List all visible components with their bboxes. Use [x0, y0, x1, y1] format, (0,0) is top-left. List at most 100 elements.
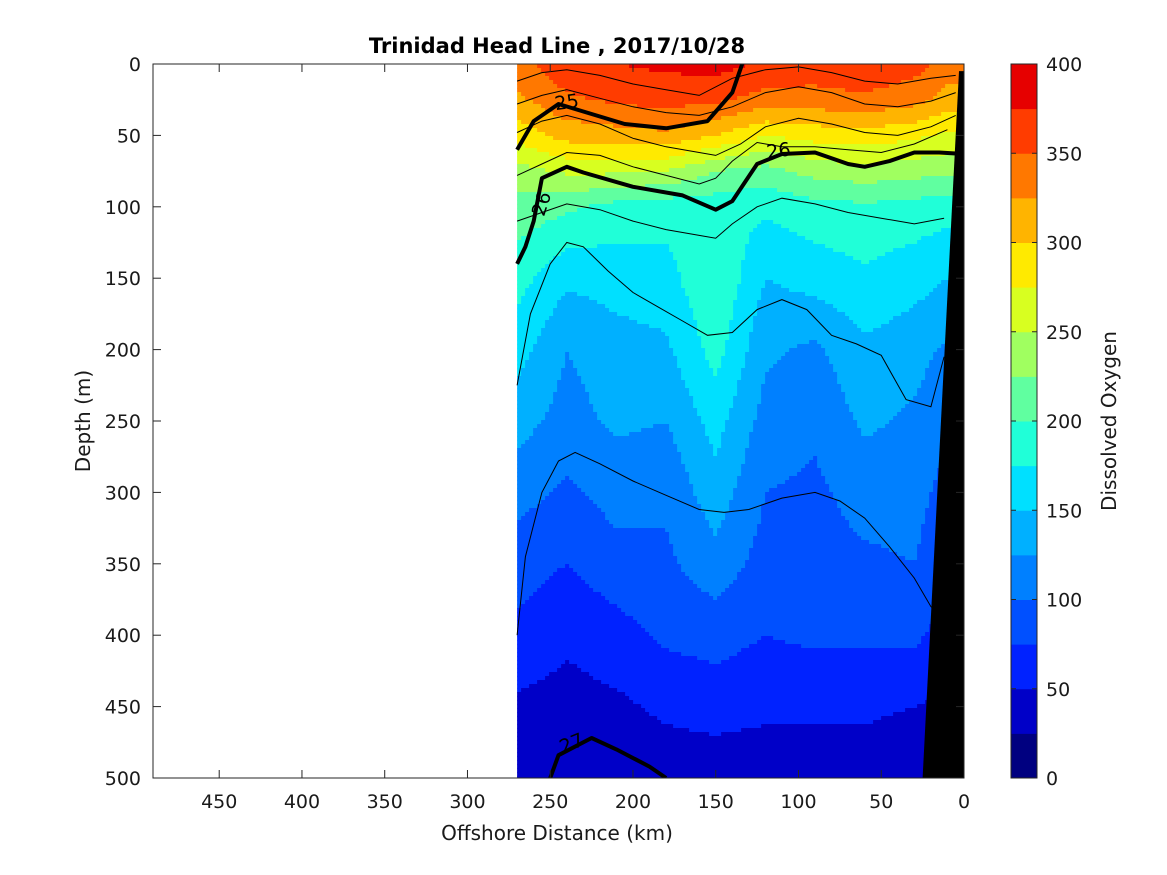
oxygen-cell	[941, 124, 946, 129]
oxygen-cell	[837, 84, 842, 89]
oxygen-cell	[941, 92, 946, 97]
oxygen-cell	[585, 204, 590, 209]
oxygen-cell	[937, 136, 942, 141]
oxygen-cell	[937, 228, 942, 233]
oxygen-cell	[677, 196, 682, 201]
oxygen-cell	[713, 72, 718, 77]
oxygen-cell	[893, 192, 898, 197]
oxygen-cell	[617, 88, 622, 93]
oxygen-cell	[937, 88, 942, 93]
oxygen-cell	[905, 216, 910, 221]
oxygen-cell	[621, 200, 626, 205]
oxygen-cell	[733, 108, 738, 113]
oxygen-cell	[805, 112, 810, 117]
oxygen-cell	[813, 164, 818, 169]
oxygen-cell	[597, 180, 602, 185]
oxygen-cell	[701, 152, 706, 157]
oxygen-cell	[749, 76, 754, 81]
oxygen-cell	[649, 168, 654, 173]
oxygen-cell	[925, 168, 930, 173]
oxygen-cell	[949, 128, 954, 133]
oxygen-cell	[705, 224, 710, 229]
oxygen-cell	[857, 224, 862, 229]
oxygen-cell	[941, 120, 946, 125]
oxygen-cell	[525, 216, 530, 221]
oxygen-cell	[869, 64, 874, 69]
oxygen-cell	[625, 160, 630, 165]
oxygen-cell	[609, 156, 614, 161]
oxygen-cell	[881, 116, 886, 121]
oxygen-cell	[621, 144, 626, 149]
oxygen-cell	[629, 224, 634, 229]
oxygen-cell	[893, 80, 898, 85]
oxygen-cell	[873, 208, 878, 213]
oxygen-cell	[937, 104, 942, 109]
oxygen-cell	[945, 200, 950, 205]
oxygen-cell	[749, 212, 754, 217]
oxygen-cell	[673, 180, 678, 185]
oxygen-cell	[729, 148, 734, 153]
oxygen-cell	[837, 80, 842, 85]
oxygen-cell	[545, 152, 550, 157]
oxygen-cell	[873, 128, 878, 133]
oxygen-cell	[841, 80, 846, 85]
oxygen-cell	[621, 128, 626, 133]
oxygen-cell	[529, 196, 534, 201]
oxygen-cell	[677, 80, 682, 85]
oxygen-cell	[793, 108, 798, 113]
oxygen-cell	[541, 64, 546, 69]
oxygen-cell	[805, 156, 810, 161]
oxygen-cell	[641, 112, 646, 117]
oxygen-cell	[565, 92, 570, 97]
oxygen-cell	[897, 112, 902, 117]
oxygen-cell	[653, 240, 658, 245]
oxygen-cell	[825, 220, 830, 225]
oxygen-cell	[621, 96, 626, 101]
oxygen-cell	[649, 68, 654, 73]
oxygen-cell	[537, 216, 542, 221]
oxygen-cell	[949, 84, 954, 89]
oxygen-cell	[773, 148, 778, 153]
oxygen-cell	[777, 176, 782, 181]
oxygen-cell	[609, 72, 614, 77]
oxygen-cell	[881, 64, 886, 69]
oxygen-cell	[565, 196, 570, 201]
chart-title: Trinidad Head Line , 2017/10/28	[369, 34, 745, 58]
oxygen-cell	[849, 128, 854, 133]
oxygen-cell	[633, 200, 638, 205]
oxygen-cell	[853, 208, 858, 213]
oxygen-cell	[673, 92, 678, 97]
oxygen-cell	[585, 80, 590, 85]
oxygen-cell	[909, 200, 914, 205]
oxygen-cell	[921, 80, 926, 85]
oxygen-cell	[549, 192, 554, 197]
oxygen-cell	[761, 108, 766, 113]
oxygen-cell	[629, 140, 634, 145]
oxygen-cell	[577, 220, 582, 225]
oxygen-cell	[613, 204, 618, 209]
oxygen-cell	[737, 120, 742, 125]
oxygen-cell	[689, 128, 694, 133]
oxygen-cell	[725, 124, 730, 129]
oxygen-cell	[629, 156, 634, 161]
oxygen-cell	[633, 204, 638, 209]
oxygen-cell	[561, 112, 566, 117]
oxygen-cell	[601, 212, 606, 217]
oxygen-cell	[845, 196, 850, 201]
oxygen-cell	[529, 192, 534, 197]
oxygen-cell	[641, 128, 646, 133]
oxygen-cell	[813, 100, 818, 105]
oxygen-cell	[821, 68, 826, 73]
oxygen-cell	[901, 108, 906, 113]
oxygen-cell	[925, 200, 930, 205]
oxygen-cell	[877, 236, 882, 241]
oxygen-cell	[693, 188, 698, 193]
oxygen-cell	[717, 192, 722, 197]
oxygen-cell	[925, 92, 930, 97]
oxygen-cell	[637, 96, 642, 101]
oxygen-cell	[745, 232, 750, 237]
oxygen-cell	[937, 140, 942, 145]
oxygen-cell	[673, 132, 678, 137]
oxygen-cell	[865, 104, 870, 109]
oxygen-cell	[657, 172, 662, 177]
